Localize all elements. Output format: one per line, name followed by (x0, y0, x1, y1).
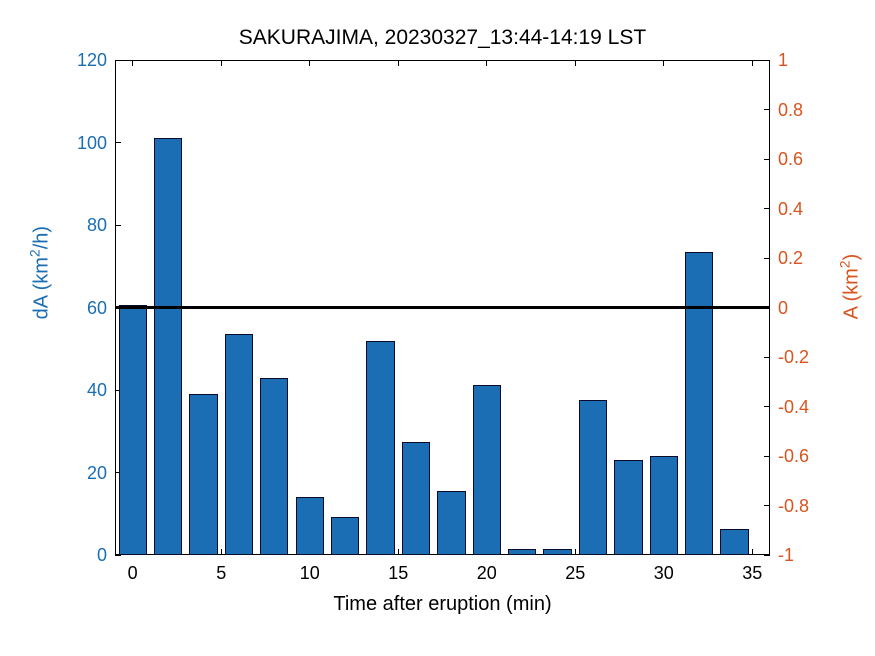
tick-label: -0.8 (778, 496, 809, 517)
tick-label: 20 (462, 563, 512, 584)
bar (685, 252, 713, 555)
tick-label: -1 (778, 545, 794, 566)
bar (260, 378, 288, 555)
tick-mark (575, 549, 576, 555)
tick-mark (221, 60, 222, 66)
tick-mark (764, 258, 770, 259)
tick-label: 5 (196, 563, 246, 584)
tick-label: 0.4 (778, 199, 803, 220)
bar (579, 400, 607, 555)
tick-mark (398, 549, 399, 555)
tick-label: 0 (778, 298, 788, 319)
bar (154, 138, 182, 555)
tick-mark (764, 555, 770, 556)
bar (650, 456, 678, 555)
tick-label: -0.6 (778, 446, 809, 467)
tick-mark (575, 60, 576, 66)
y-axis-left-label: dA (km2/h) (27, 299, 54, 319)
bar (473, 385, 501, 555)
tick-label: 0 (97, 545, 107, 566)
bar (508, 549, 536, 555)
tick-label: 80 (87, 215, 107, 236)
bar (614, 460, 642, 555)
tick-mark (764, 159, 770, 160)
tick-label: -0.2 (778, 347, 809, 368)
tick-mark (764, 406, 770, 407)
tick-mark (115, 142, 121, 143)
tick-label: 30 (639, 563, 689, 584)
bar (402, 442, 430, 555)
tick-label: 0.6 (778, 149, 803, 170)
tick-label: 100 (77, 133, 107, 154)
tick-label: 1 (778, 50, 788, 71)
tick-label: 0.2 (778, 248, 803, 269)
tick-mark (115, 225, 121, 226)
tick-mark (752, 549, 753, 555)
tick-label: 25 (550, 563, 600, 584)
tick-mark (309, 60, 310, 66)
x-axis-label: Time after eruption (min) (115, 593, 770, 616)
tick-mark (752, 60, 753, 66)
bar (225, 334, 253, 555)
tick-mark (221, 549, 222, 555)
tick-mark (132, 60, 133, 66)
tick-mark (115, 60, 121, 61)
tick-label: 10 (285, 563, 335, 584)
bar (543, 549, 571, 555)
bar (366, 341, 394, 556)
figure: SAKURAJIMA, 20230327_13:44-14:19 LST dA … (0, 0, 875, 656)
bar (331, 517, 359, 555)
tick-label: 40 (87, 380, 107, 401)
tick-label: 120 (77, 50, 107, 71)
bar (189, 394, 217, 555)
tick-label: 0.8 (778, 100, 803, 121)
bar (437, 491, 465, 555)
tick-mark (764, 456, 770, 457)
y-axis-right-label: A (km2) (837, 299, 864, 319)
tick-label: 20 (87, 463, 107, 484)
tick-mark (764, 357, 770, 358)
tick-label: 0 (108, 563, 158, 584)
chart-title: SAKURAJIMA, 20230327_13:44-14:19 LST (115, 26, 770, 50)
bar (296, 497, 324, 555)
bar (119, 305, 147, 555)
bar (720, 529, 748, 555)
tick-label: 35 (727, 563, 777, 584)
tick-mark (398, 60, 399, 66)
tick-label: -0.4 (778, 397, 809, 418)
tick-mark (486, 60, 487, 66)
tick-mark (764, 208, 770, 209)
tick-mark (764, 109, 770, 110)
tick-label: 15 (373, 563, 423, 584)
horizontal-reference-line (115, 306, 770, 309)
tick-label: 60 (87, 298, 107, 319)
tick-mark (764, 505, 770, 506)
tick-mark (764, 60, 770, 61)
tick-mark (663, 60, 664, 66)
